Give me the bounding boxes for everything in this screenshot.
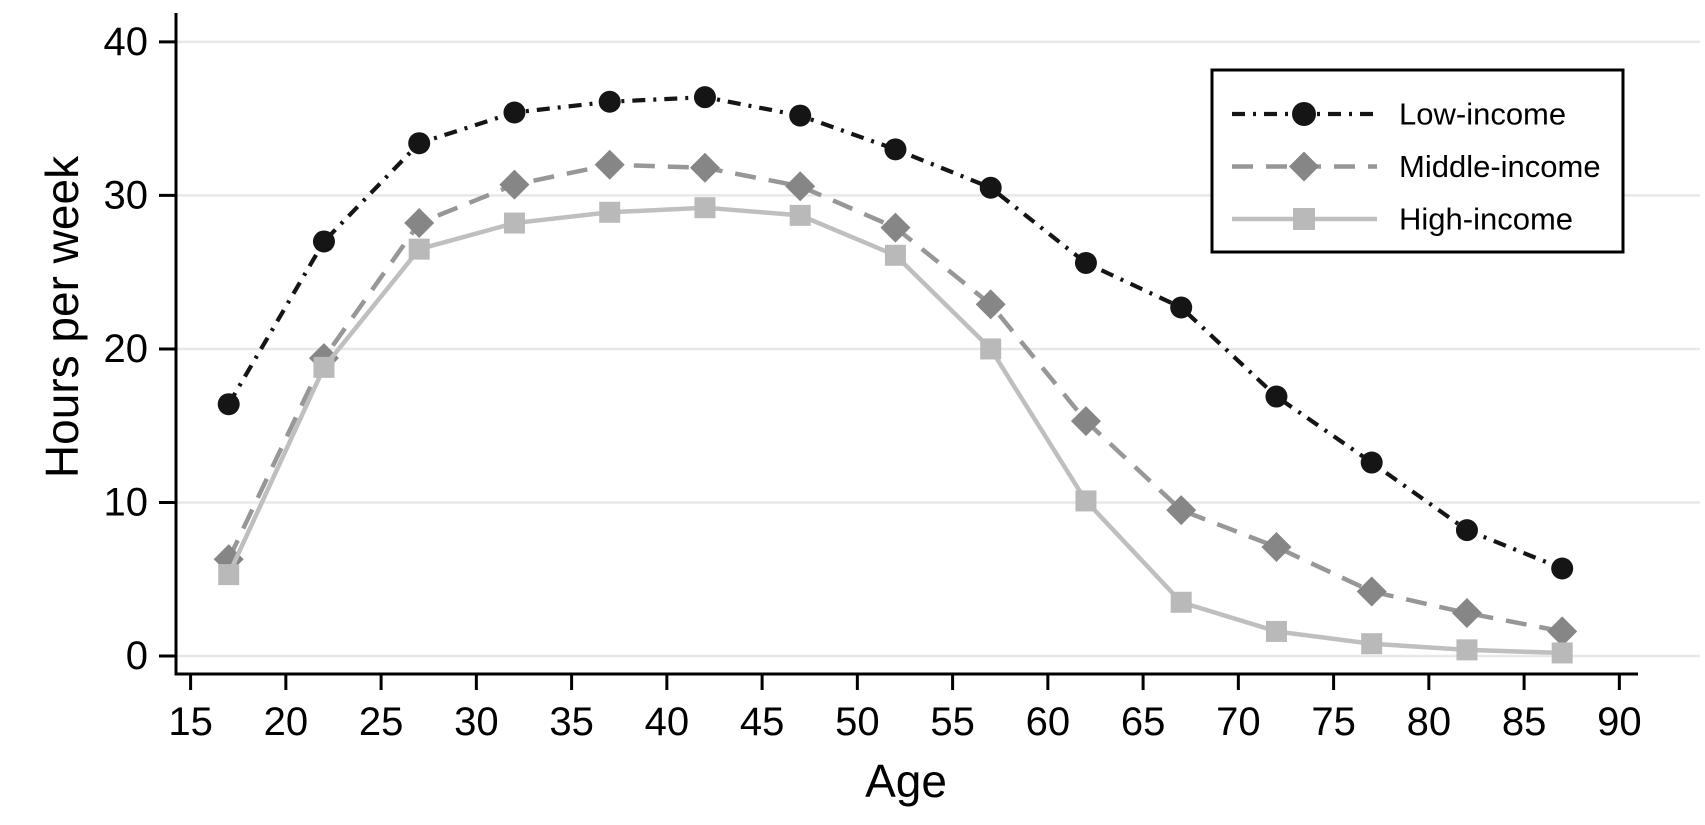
x-tick-label-25: 25 [359, 700, 404, 744]
marker-low-income-age-32 [503, 101, 526, 124]
marker-middle-income-age-87 [1547, 616, 1578, 647]
y-tick-label-40: 40 [104, 20, 149, 64]
marker-low-income-age-82 [1455, 519, 1478, 542]
legend-marker-middle-income [1289, 151, 1319, 182]
x-tick-label-40: 40 [645, 700, 690, 744]
marker-middle-income-age-77 [1356, 576, 1387, 607]
marker-high-income-age-57 [980, 338, 1002, 360]
marker-middle-income-age-82 [1451, 598, 1482, 629]
marker-low-income-age-62 [1074, 251, 1097, 274]
legend-label-high-income: High-income [1399, 202, 1573, 237]
marker-high-income-age-27 [408, 238, 430, 260]
x-tick-label-80: 80 [1407, 700, 1452, 744]
x-tick-label-55: 55 [930, 700, 975, 744]
x-tick-label-60: 60 [1026, 700, 1071, 744]
marker-low-income-age-77 [1360, 451, 1383, 474]
marker-high-income-age-42 [694, 197, 716, 219]
marker-high-income-age-67 [1170, 591, 1192, 613]
marker-high-income-age-22 [313, 356, 335, 378]
marker-low-income-age-67 [1170, 296, 1193, 319]
marker-low-income-age-22 [312, 230, 335, 253]
series-low-income-line [226, 95, 1563, 571]
marker-middle-income-age-37 [594, 149, 625, 180]
marker-middle-income-age-32 [499, 169, 530, 200]
marker-high-income-age-72 [1265, 620, 1287, 642]
marker-middle-income-age-47 [785, 171, 816, 202]
marker-low-income-age-17 [217, 393, 240, 416]
legend-marker-high-income [1293, 208, 1315, 230]
marker-high-income-age-82 [1456, 639, 1478, 661]
marker-high-income-age-47 [789, 204, 811, 226]
legend-label-low-income: Low-income [1399, 97, 1566, 132]
x-tick-label-35: 35 [549, 700, 594, 744]
marker-middle-income-age-72 [1261, 531, 1292, 562]
marker-high-income-age-62 [1075, 490, 1097, 512]
marker-middle-income-age-27 [404, 208, 435, 239]
y-tick-label-0: 0 [126, 634, 148, 678]
x-tick-label-65: 65 [1121, 700, 1166, 744]
marker-middle-income-age-62 [1070, 406, 1101, 437]
marker-high-income-age-52 [884, 244, 906, 266]
marker-high-income-age-37 [599, 201, 621, 223]
x-tick-label-15: 15 [168, 700, 213, 744]
x-tick-label-45: 45 [740, 700, 785, 744]
marker-low-income-age-37 [598, 90, 621, 113]
legend-box [1210, 68, 1625, 254]
marker-low-income-age-47 [789, 104, 812, 127]
marker-middle-income-age-67 [1166, 495, 1197, 526]
marker-low-income-age-72 [1265, 385, 1288, 408]
y-tick-label-10: 10 [104, 480, 149, 524]
marker-low-income-age-57 [979, 176, 1002, 199]
marker-middle-income-age-42 [689, 152, 720, 183]
x-tick-label-50: 50 [835, 700, 880, 744]
y-axis-title: Hours per week [36, 155, 88, 478]
x-tick-label-85: 85 [1502, 700, 1547, 744]
marker-middle-income-age-52 [880, 212, 911, 243]
y-tick-label-30: 30 [104, 173, 149, 217]
y-tick-label-20: 20 [104, 327, 149, 371]
marker-low-income-age-27 [408, 132, 431, 155]
x-axis-title: Age [865, 755, 947, 807]
marker-high-income-age-77 [1361, 633, 1383, 655]
x-tick-label-75: 75 [1311, 700, 1356, 744]
marker-middle-income-age-57 [975, 289, 1006, 320]
marker-low-income-age-52 [884, 138, 907, 161]
x-tick-label-30: 30 [454, 700, 499, 744]
x-tick-label-20: 20 [264, 700, 309, 744]
marker-high-income-age-32 [503, 212, 525, 234]
marker-low-income-age-87 [1551, 557, 1574, 580]
legend-marker-low-income [1292, 102, 1316, 126]
marker-high-income-age-87 [1551, 642, 1573, 664]
x-tick-label-90: 90 [1597, 700, 1642, 744]
marker-low-income-age-42 [693, 86, 716, 109]
marker-high-income-age-17 [218, 564, 240, 586]
legend-label-middle-income: Middle-income [1399, 149, 1601, 184]
x-tick-label-70: 70 [1216, 700, 1261, 744]
